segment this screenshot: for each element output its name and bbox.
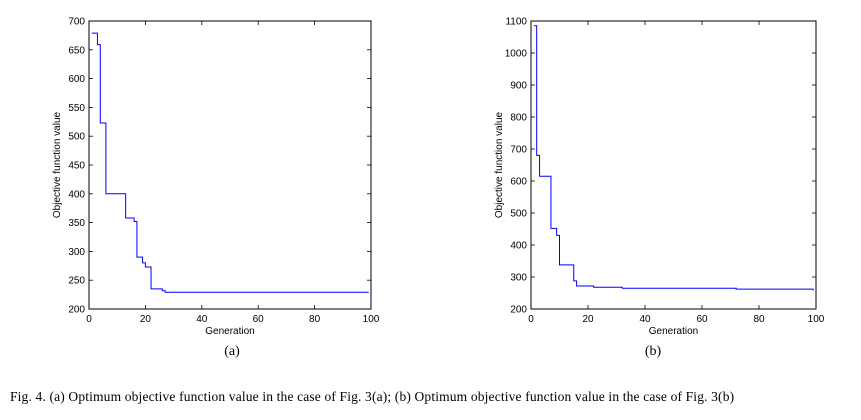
figure-caption: Fig. 4. (a) Optimum objective function v…: [10, 389, 735, 404]
y-tick-label: 450: [68, 161, 85, 172]
x-tick-label: 60: [253, 314, 265, 325]
y-tick-label: 250: [68, 276, 85, 287]
plot-area-a: [88, 20, 372, 310]
x-tick-label: 100: [363, 314, 380, 325]
y-tick-label: 700: [68, 17, 85, 28]
x-tick-label: 20: [140, 314, 152, 325]
y-tick-label: 500: [68, 132, 85, 143]
x-tick-label: 0: [528, 314, 534, 325]
y-tick-label: 650: [68, 45, 85, 56]
subfigure-label-a: (a): [224, 344, 240, 359]
y-tick-label: 300: [510, 273, 527, 284]
x-tick-label: 40: [639, 314, 651, 325]
y-tick-label: 1100: [505, 17, 527, 28]
y-tick-label: 200: [510, 305, 527, 316]
y-tick-label: 400: [68, 189, 85, 200]
x-axis-label: Generation: [649, 326, 698, 337]
x-axis-label: Generation: [205, 326, 254, 337]
x-tick-label: 40: [196, 314, 208, 325]
x-tick-label: 100: [808, 314, 825, 325]
plot-area-b: [530, 20, 817, 310]
x-tick-label: 20: [582, 314, 594, 325]
x-tick-label: 60: [696, 314, 708, 325]
y-tick-label: 300: [68, 247, 85, 258]
series-line-a: [91, 32, 369, 293]
chart-panel-a: 0 20 40 60 80 100 200 250 300 350 400 450 500 550 600 6…: [0, 0, 430, 340]
x-tick-label: 80: [753, 314, 765, 325]
series-line-b: [533, 25, 814, 291]
y-tick-label: 550: [68, 103, 85, 114]
y-tick-label: 600: [68, 74, 85, 85]
y-tick-label: 350: [68, 218, 85, 229]
y-tick-label: 1000: [505, 49, 528, 60]
y-axis-label: Objective function value: [494, 111, 505, 218]
y-tick-label: 700: [510, 145, 527, 156]
y-tick-label: 200: [68, 305, 85, 316]
y-tick-label: 800: [510, 113, 527, 124]
y-tick-label: 400: [510, 241, 527, 252]
chart-b-svg: 0 20 40 60 80 100 200 300 400 500 600 700 800 900 1000…: [494, 17, 825, 338]
y-tick-label: 900: [510, 81, 527, 92]
chart-a-svg: 0 20 40 60 80 100 200 250 300 350 400 450 500 550 600 6…: [52, 17, 380, 338]
y-tick-label: 600: [510, 177, 527, 188]
y-tick-label: 500: [510, 209, 527, 220]
subfigure-label-b: (b): [644, 344, 662, 359]
x-tick-label: 0: [86, 314, 92, 325]
y-axis-label: Objective function value: [52, 111, 63, 218]
x-tick-label: 80: [309, 314, 321, 325]
chart-panel-b: 0 20 40 60 80 100 200 300 400 500 600 700 800 900 1000…: [430, 0, 861, 340]
